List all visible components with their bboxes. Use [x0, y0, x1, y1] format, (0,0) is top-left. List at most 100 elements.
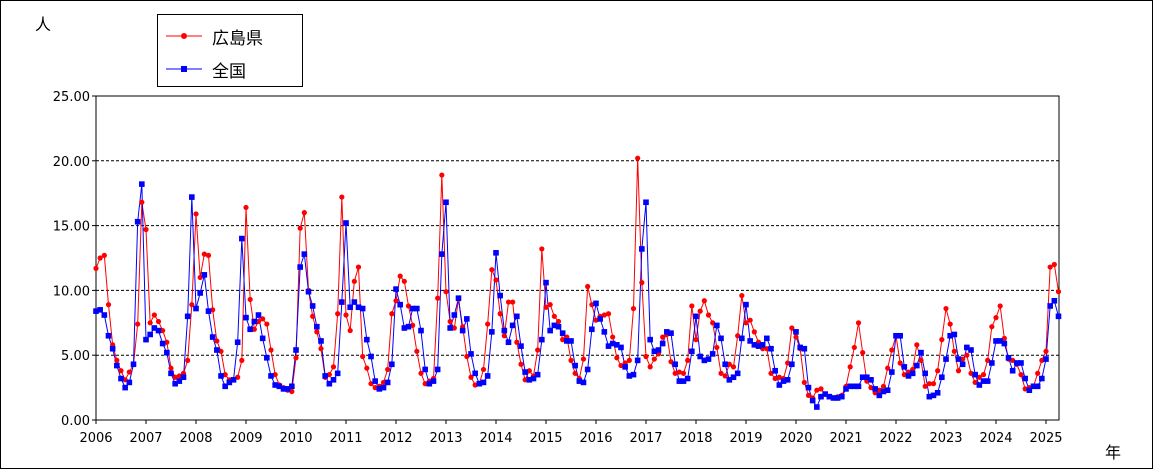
data-point — [535, 347, 541, 353]
data-point — [301, 251, 308, 257]
data-point — [310, 313, 316, 319]
data-point — [380, 384, 387, 391]
data-point — [118, 375, 124, 382]
data-point — [701, 298, 707, 304]
data-point — [805, 392, 812, 398]
data-point — [989, 360, 995, 366]
data-point — [610, 334, 616, 340]
data-point — [560, 337, 566, 343]
data-point — [122, 377, 128, 383]
data-point — [476, 380, 483, 387]
data-point — [868, 385, 874, 391]
data-point — [909, 370, 916, 377]
data-point — [472, 370, 478, 377]
y-tick-label: 20.00 — [53, 155, 90, 170]
data-point — [859, 374, 866, 381]
data-point — [205, 308, 212, 314]
data-point — [218, 348, 224, 354]
data-point — [976, 382, 983, 388]
data-point — [739, 335, 745, 342]
data-point — [309, 303, 316, 309]
data-point — [993, 338, 999, 344]
data-point — [510, 299, 516, 305]
data-point — [372, 385, 378, 391]
x-tick-label: 2017 — [629, 431, 662, 446]
data-point — [585, 283, 591, 290]
data-point — [797, 344, 803, 351]
data-point — [939, 337, 945, 343]
data-point — [393, 298, 399, 304]
data-point — [747, 338, 753, 344]
data-point — [422, 366, 428, 373]
data-point — [159, 340, 166, 347]
data-point — [147, 320, 153, 326]
data-point — [985, 357, 991, 363]
legend-line-hiroshima — [166, 33, 202, 39]
data-point — [459, 327, 466, 334]
data-point — [297, 264, 303, 270]
x-tick-label: 2013 — [429, 431, 462, 446]
data-point — [247, 296, 253, 303]
data-point — [605, 311, 612, 317]
data-point — [418, 370, 424, 376]
data-point — [139, 181, 145, 187]
data-point — [1035, 370, 1041, 376]
data-point — [718, 370, 724, 376]
series-line-0 — [95, 158, 1059, 399]
data-point — [434, 366, 441, 373]
data-point — [630, 305, 637, 312]
data-point — [605, 343, 612, 349]
data-point — [743, 301, 749, 308]
data-point — [114, 362, 120, 369]
data-point — [293, 347, 299, 353]
data-point — [339, 299, 345, 305]
data-point — [880, 383, 887, 389]
data-point — [764, 335, 770, 342]
data-point — [251, 318, 258, 325]
data-point — [572, 370, 578, 376]
data-point — [901, 372, 907, 378]
data-point — [743, 320, 749, 326]
data-point — [722, 361, 728, 368]
data-point — [830, 395, 837, 401]
data-point — [485, 321, 491, 327]
data-point — [109, 345, 116, 352]
data-point — [889, 347, 895, 353]
data-point — [426, 380, 433, 387]
data-point — [555, 318, 562, 325]
data-point — [268, 347, 274, 353]
data-point — [443, 199, 449, 206]
data-point — [1018, 360, 1024, 366]
data-point — [709, 351, 716, 357]
data-point — [439, 251, 445, 257]
data-point — [714, 344, 720, 351]
data-point — [439, 172, 445, 178]
data-point — [409, 305, 416, 312]
data-point — [614, 355, 620, 361]
data-point — [651, 356, 657, 362]
data-point — [272, 382, 278, 388]
data-point — [864, 374, 870, 381]
data-point — [959, 361, 966, 368]
data-point — [672, 370, 678, 376]
x-tick-label: 2007 — [129, 431, 162, 446]
data-point — [235, 374, 241, 380]
data-point — [176, 373, 182, 379]
data-point — [993, 315, 999, 321]
x-tick-label: 2015 — [529, 431, 562, 446]
data-point — [351, 278, 357, 284]
data-point — [964, 352, 970, 358]
data-point — [1043, 348, 1049, 354]
data-point — [218, 373, 224, 379]
data-point — [276, 383, 283, 390]
data-point — [905, 373, 912, 379]
data-point — [505, 339, 512, 346]
data-point — [243, 204, 249, 211]
data-point — [559, 330, 566, 336]
data-point — [335, 311, 341, 317]
data-point — [551, 313, 557, 319]
x-tick-label: 2016 — [579, 431, 612, 446]
data-point — [668, 330, 674, 336]
data-point — [851, 344, 857, 351]
data-point — [368, 353, 374, 360]
